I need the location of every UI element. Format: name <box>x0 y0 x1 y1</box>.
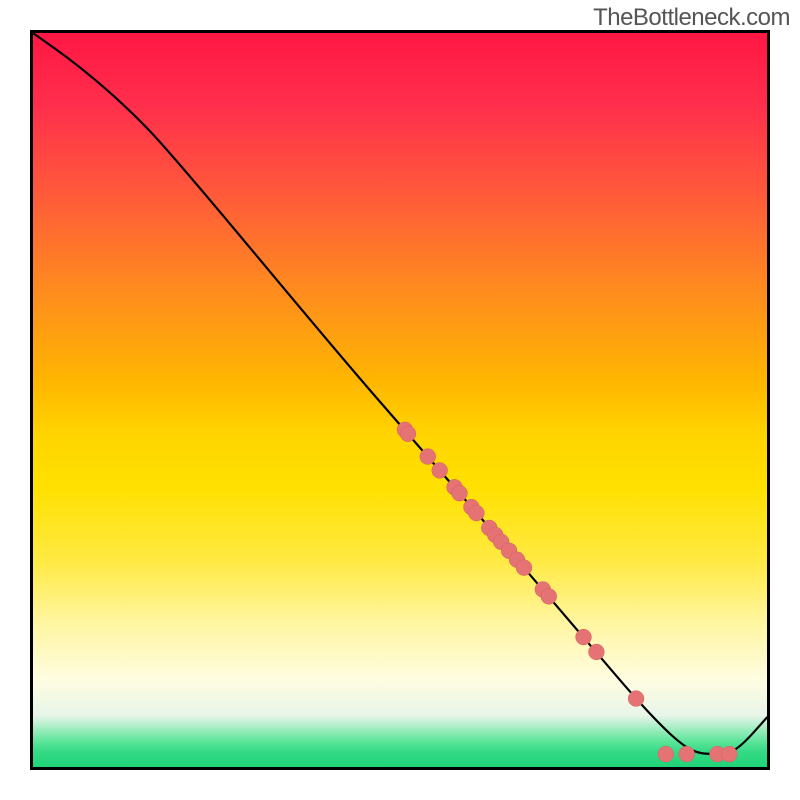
data-point <box>628 691 644 707</box>
data-point <box>576 629 592 645</box>
plot-area <box>30 30 770 770</box>
chart-overlay <box>33 33 767 767</box>
data-point <box>679 746 695 762</box>
data-point <box>468 505 484 521</box>
data-point <box>516 560 532 576</box>
data-point <box>432 462 448 478</box>
bottleneck-curve <box>33 33 767 754</box>
data-point <box>420 449 436 465</box>
data-point <box>588 644 604 660</box>
data-point <box>541 588 557 604</box>
data-point <box>452 485 468 501</box>
markers-group <box>397 422 737 762</box>
data-point <box>658 746 674 762</box>
data-point <box>400 426 416 442</box>
watermark-text: TheBottleneck.com <box>593 4 790 32</box>
data-point <box>721 746 737 762</box>
chart-container: TheBottleneck.com <box>0 0 800 800</box>
